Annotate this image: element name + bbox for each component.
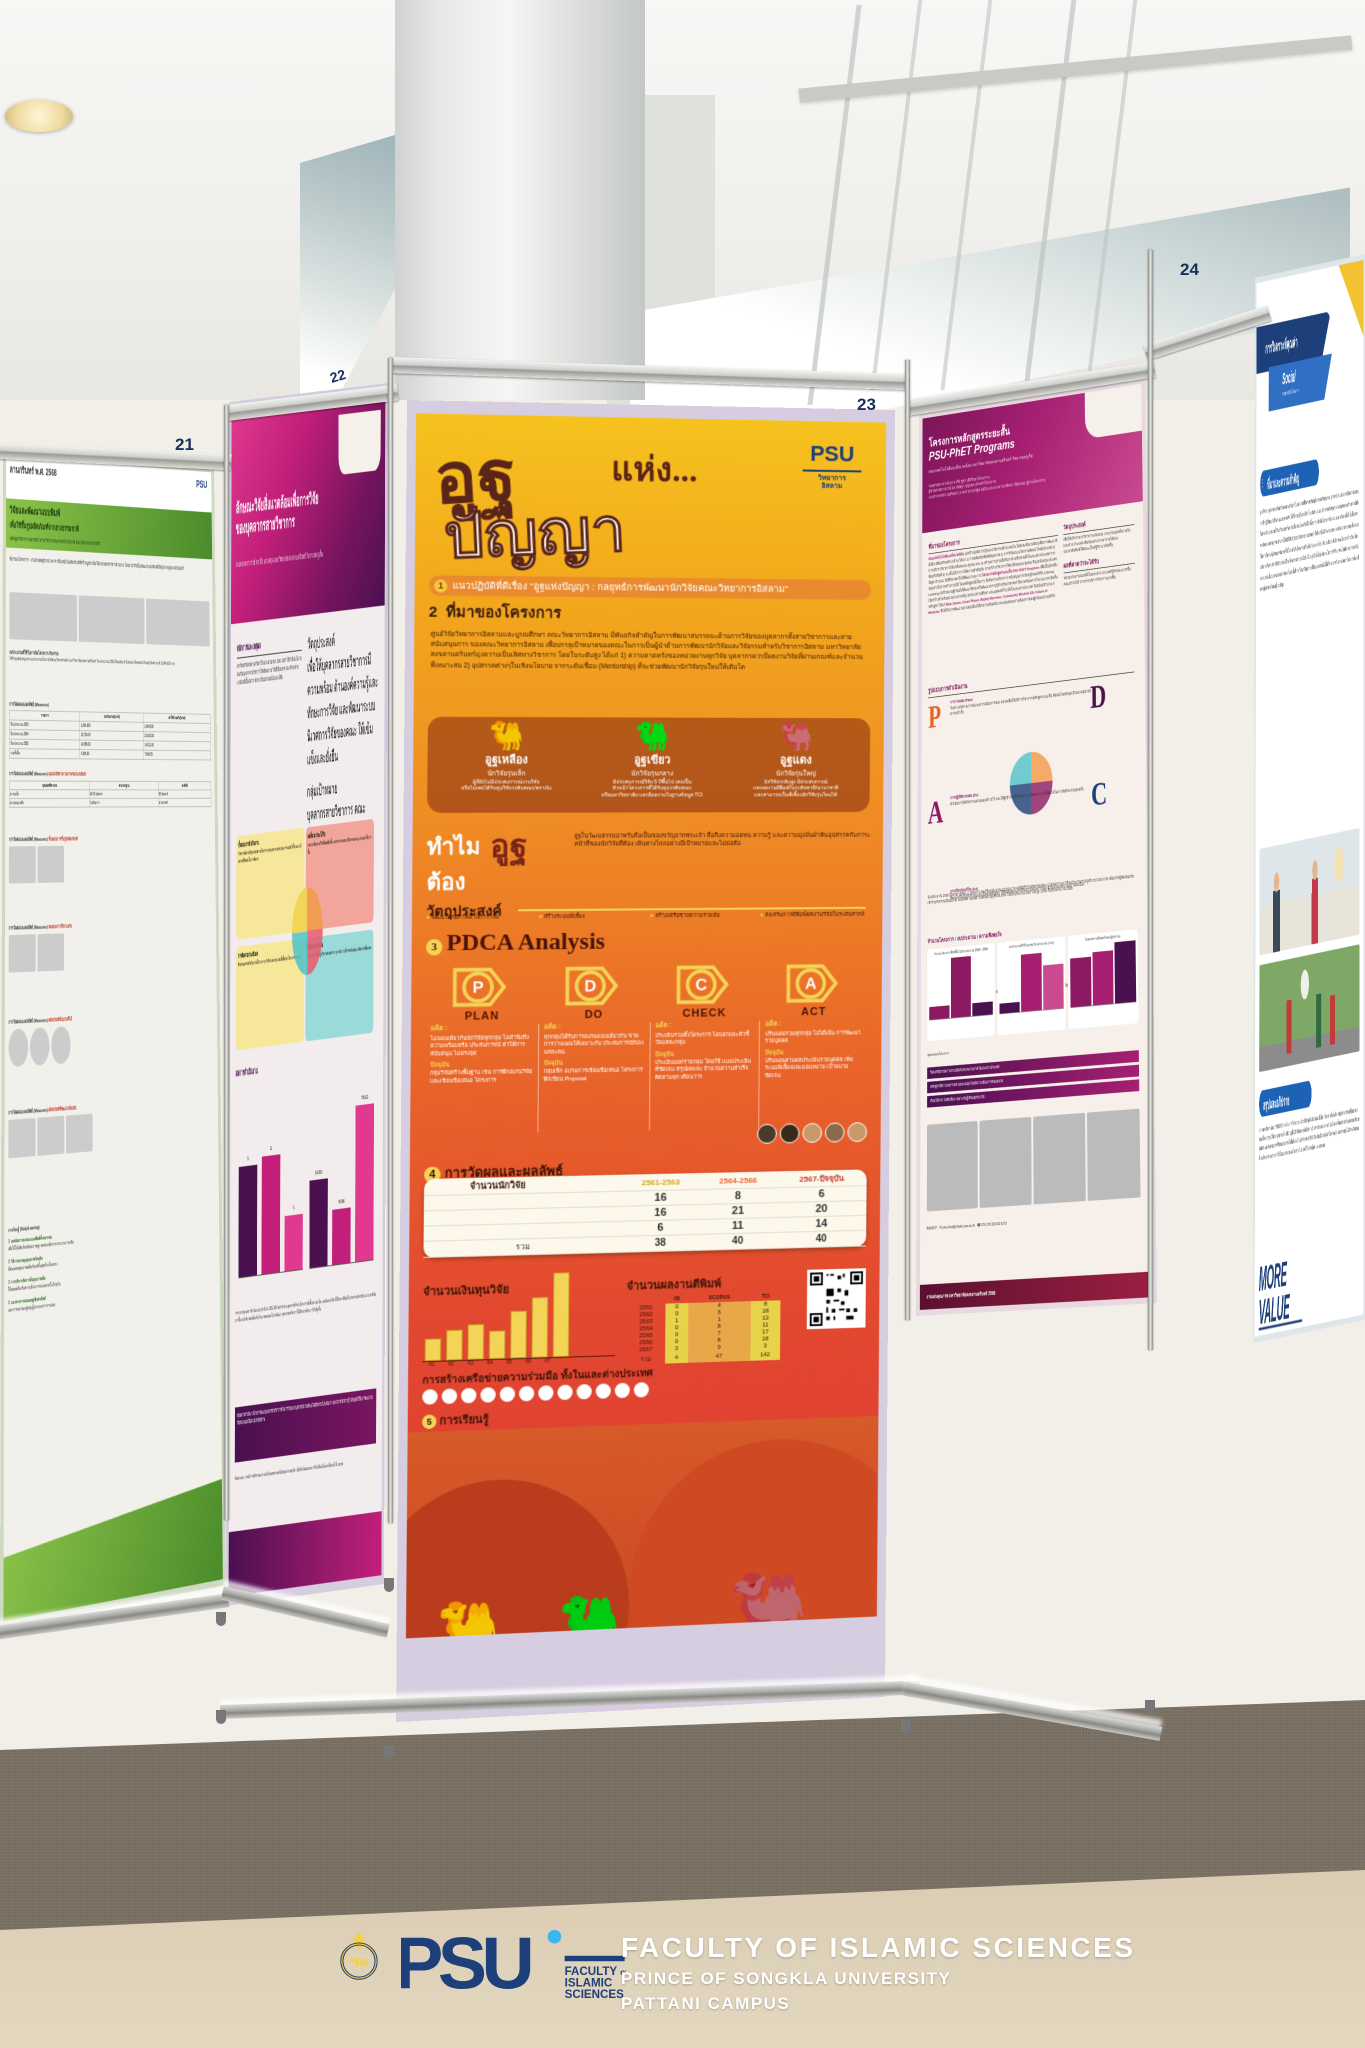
svg-text:ISLAMIC: ISLAMIC — [565, 1977, 613, 1989]
svg-text:PSU: PSU — [401, 1928, 530, 2004]
svg-text:FACULTY of: FACULTY of — [565, 1966, 626, 1978]
svg-text:D: D — [584, 977, 596, 996]
svg-text:A: A — [805, 974, 817, 992]
svg-text:SCIENCES: SCIENCES — [565, 1989, 624, 2001]
svg-text:C: C — [695, 976, 707, 995]
svg-text:๚๏: ๚๏ — [349, 1954, 369, 1971]
svg-text:P: P — [473, 978, 484, 997]
